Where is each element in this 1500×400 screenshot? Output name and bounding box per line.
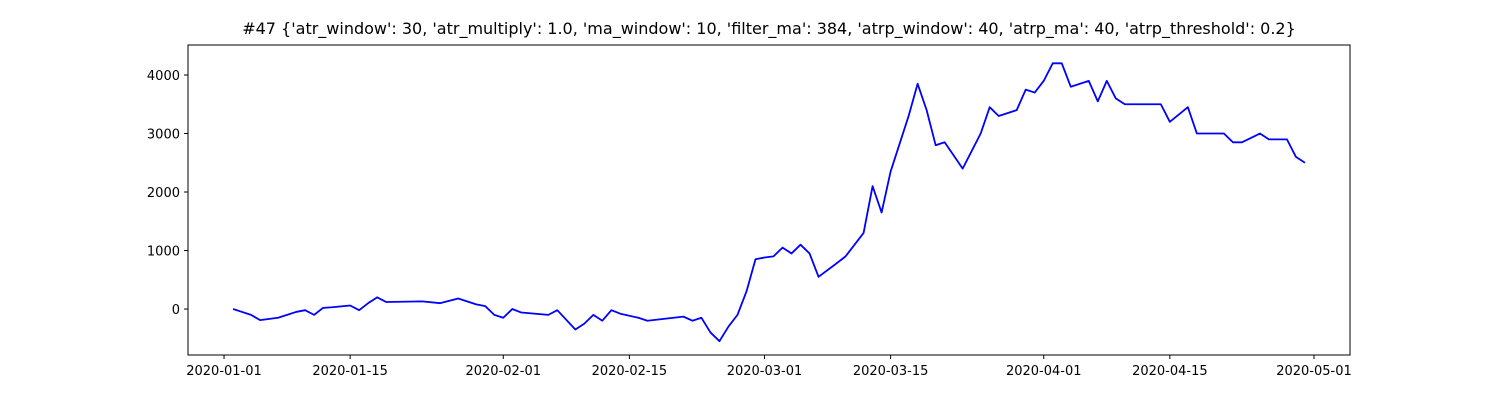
plot-frame: [187, 44, 1351, 356]
chart-title: #47 {'atr_window': 30, 'atr_multiply': 1…: [242, 19, 1296, 39]
x-tick-label: 2020-03-15: [853, 364, 929, 379]
line-series: [232, 62, 1306, 343]
x-tick-label: 2020-05-01: [1276, 364, 1352, 379]
y-tick-label: 4000: [147, 69, 180, 84]
x-tick-label: 2020-02-01: [465, 364, 541, 379]
x-tick-label: 2020-04-15: [1132, 364, 1208, 379]
y-tick-label: 2000: [147, 186, 180, 201]
x-tick-label: 2020-01-01: [186, 364, 262, 379]
y-tick-label: 0: [172, 303, 180, 318]
y-tick-label: 3000: [147, 128, 180, 143]
x-tick-label: 2020-02-15: [592, 364, 668, 379]
x-tick-label: 2020-03-01: [727, 364, 803, 379]
y-tick-label: 1000: [147, 245, 180, 260]
x-tick-label: 2020-04-01: [1006, 364, 1082, 379]
x-tick-label: 2020-01-15: [312, 364, 388, 379]
